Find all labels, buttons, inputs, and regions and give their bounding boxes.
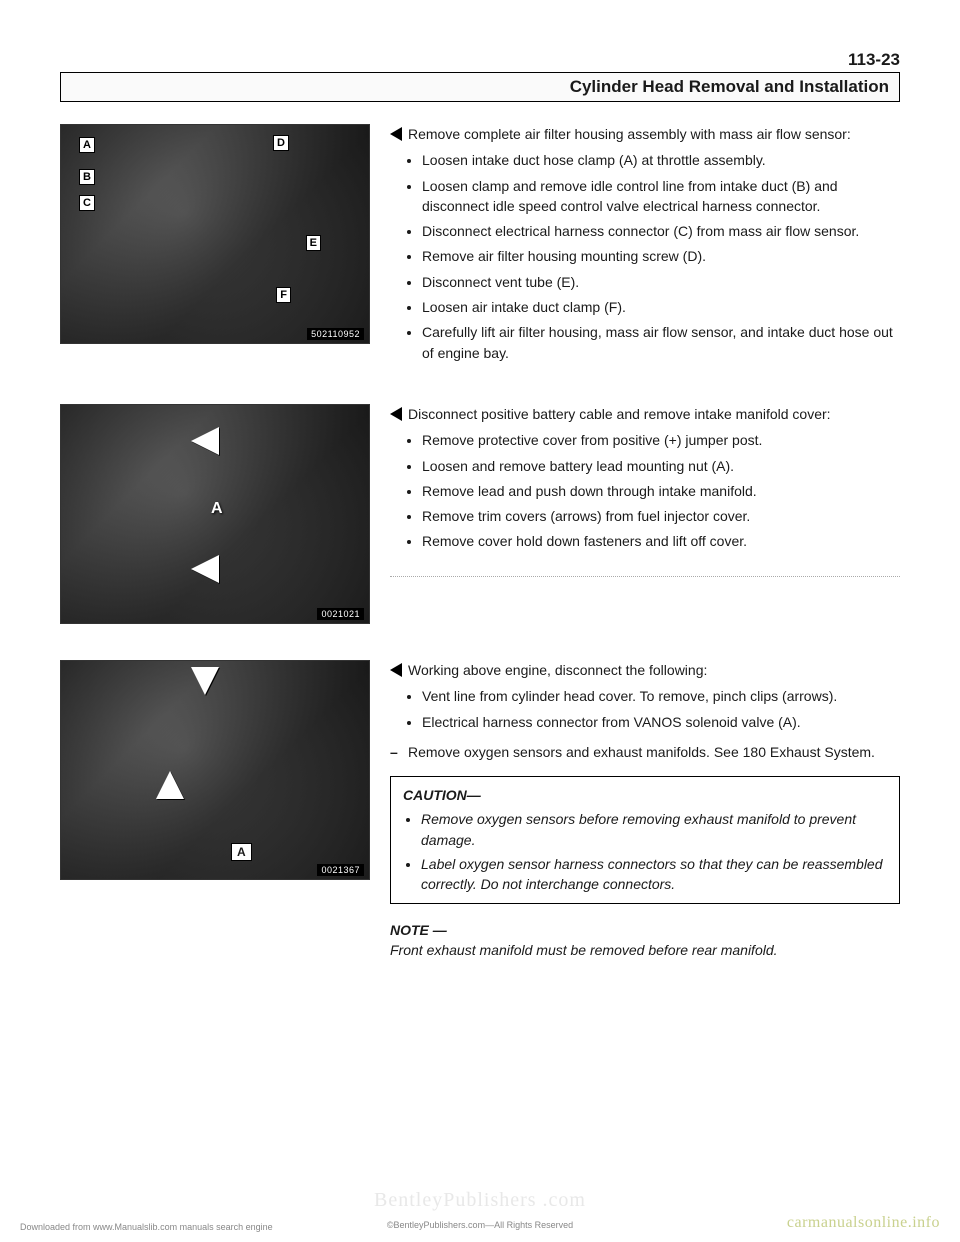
caution-list: Remove oxygen sensors before removing ex…	[403, 809, 887, 894]
lead-3: Working above engine, disconnect the fol…	[390, 660, 900, 680]
figure-3-photo: A 0021367	[60, 660, 370, 880]
lead-text-3: Working above engine, disconnect the fol…	[408, 660, 707, 680]
bullet: Remove lead and push down through intake…	[422, 481, 900, 501]
note-body: Front exhaust manifold must be removed b…	[390, 940, 900, 960]
page-title-bar: Cylinder Head Removal and Installation	[60, 72, 900, 102]
bullet: Remove cover hold down fasteners and lif…	[422, 531, 900, 551]
label-a-photo2: A	[211, 500, 223, 518]
caution-item: Remove oxygen sensors before removing ex…	[421, 809, 887, 850]
figure-1-photo: A B C D E F 502110952	[60, 124, 370, 344]
note-block: NOTE — Front exhaust manifold must be re…	[390, 920, 900, 961]
arrow-icon	[191, 667, 219, 695]
label-d: D	[273, 135, 289, 151]
arrow-icon	[191, 427, 219, 455]
dash-icon: –	[390, 742, 402, 762]
lead-text-1: Remove complete air filter housing assem…	[408, 124, 851, 144]
label-c: C	[79, 195, 95, 211]
bullet: Electrical harness connector from VANOS …	[422, 712, 900, 732]
bullet: Loosen intake duct hose clamp (A) at thr…	[422, 150, 900, 170]
label-e: E	[306, 235, 321, 251]
page-number: 113-23	[60, 50, 900, 70]
triangle-icon	[390, 407, 402, 421]
bullets-1: Loosen intake duct hose clamp (A) at thr…	[390, 150, 900, 363]
note-title: NOTE —	[390, 920, 900, 940]
label-a-photo3: A	[231, 843, 252, 861]
dash-item: – Remove oxygen sensors and exhaust mani…	[390, 742, 900, 762]
lead-2: Disconnect positive battery cable and re…	[390, 404, 900, 424]
bullet: Vent line from cylinder head cover. To r…	[422, 686, 900, 706]
arrow-icon	[156, 771, 184, 799]
caution-title: CAUTION—	[403, 785, 887, 805]
bullet: Loosen clamp and remove idle control lin…	[422, 176, 900, 217]
bullet: Remove trim covers (arrows) from fuel in…	[422, 506, 900, 526]
bullet: Remove protective cover from positive (+…	[422, 430, 900, 450]
triangle-icon	[390, 663, 402, 677]
caution-item: Label oxygen sensor harness connectors s…	[421, 854, 887, 895]
watermark-text: BentleyPublishers .com	[374, 1189, 586, 1212]
bullet: Disconnect vent tube (E).	[422, 272, 900, 292]
arrow-icon	[191, 555, 219, 583]
section-1: A B C D E F 502110952 Remove complete ai…	[60, 124, 900, 368]
bullet: Loosen and remove battery lead mounting …	[422, 456, 900, 476]
bullet: Remove air filter housing mounting screw…	[422, 246, 900, 266]
image-id-3: 0021367	[317, 864, 364, 876]
label-a: A	[79, 137, 95, 153]
caution-box: CAUTION— Remove oxygen sensors before re…	[390, 776, 900, 903]
label-b: B	[79, 169, 95, 185]
section-3-text: Working above engine, disconnect the fol…	[390, 660, 900, 960]
lead-1: Remove complete air filter housing assem…	[390, 124, 900, 144]
bullet: Loosen air intake duct clamp (F).	[422, 297, 900, 317]
footer-right: carmanualsonline.info	[787, 1214, 940, 1232]
label-f: F	[276, 287, 291, 303]
bullets-2: Remove protective cover from positive (+…	[390, 430, 900, 551]
image-id-2: 0021021	[317, 608, 364, 620]
triangle-icon	[390, 127, 402, 141]
section-2-text: Disconnect positive battery cable and re…	[390, 404, 900, 577]
bullet: Disconnect electrical harness connector …	[422, 221, 900, 241]
bullet: Carefully lift air filter housing, mass …	[422, 322, 900, 363]
section-3: A 0021367 Working above engine, disconne…	[60, 660, 900, 960]
figure-2-photo: A 0021021	[60, 404, 370, 624]
lead-text-2: Disconnect positive battery cable and re…	[408, 404, 831, 424]
dash-text: Remove oxygen sensors and exhaust manifo…	[408, 742, 875, 762]
section-2: A 0021021 Disconnect positive battery ca…	[60, 404, 900, 624]
section-1-text: Remove complete air filter housing assem…	[390, 124, 900, 368]
image-id-1: 502110952	[307, 328, 364, 340]
dotted-divider	[390, 576, 900, 577]
main-content: A B C D E F 502110952 Remove complete ai…	[60, 124, 900, 960]
bullets-3: Vent line from cylinder head cover. To r…	[390, 686, 900, 732]
